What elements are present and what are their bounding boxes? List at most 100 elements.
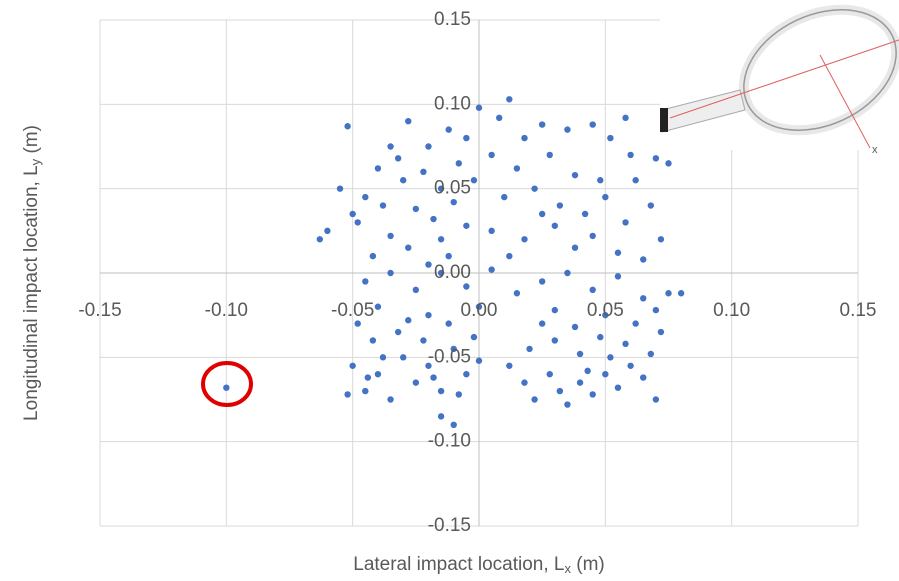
data-point — [652, 155, 660, 162]
data-point — [496, 114, 503, 122]
data-point — [374, 303, 382, 310]
data-point — [455, 391, 462, 398]
data-point — [538, 210, 546, 218]
data-point — [589, 121, 596, 128]
data-point — [430, 374, 437, 381]
data-point — [400, 177, 407, 184]
data-point — [564, 401, 571, 408]
y-tick-label: 0.00 — [434, 262, 471, 283]
data-point — [556, 387, 564, 395]
data-point — [501, 193, 508, 201]
data-point — [652, 396, 660, 403]
labels: -0.15 -0.10 -0.05 0.00 0.05 0.10 0.15 -0.15 -0.1… — [78, 9, 876, 536]
data-point — [571, 171, 579, 179]
data-point — [607, 354, 614, 361]
data-point — [602, 371, 609, 378]
data-point — [488, 266, 495, 273]
data-point — [369, 337, 377, 344]
data-point — [437, 185, 445, 192]
data-point — [488, 227, 495, 235]
data-point — [521, 379, 528, 386]
data-point — [627, 362, 634, 369]
data-point — [445, 126, 452, 133]
data-point — [665, 290, 672, 297]
x-tick-label: -0.05 — [331, 300, 374, 321]
data-point — [430, 215, 437, 223]
data-point — [369, 252, 377, 260]
data-point — [581, 210, 589, 218]
data-point — [412, 286, 420, 294]
data-point — [665, 160, 672, 167]
data-point — [647, 350, 655, 358]
data-point — [640, 374, 647, 381]
data-point — [405, 317, 412, 324]
data-point — [589, 232, 596, 240]
data-point — [324, 227, 331, 235]
data-point — [463, 222, 470, 229]
data-point — [344, 391, 351, 398]
data-point — [362, 278, 369, 285]
data-point — [379, 354, 387, 361]
data-point — [354, 320, 361, 327]
y-tick-label: 0.05 — [434, 178, 471, 199]
data-point — [564, 269, 571, 277]
data-point — [362, 387, 369, 395]
data-point — [420, 168, 427, 175]
data-point — [647, 202, 655, 209]
data-point — [425, 362, 432, 369]
data-point — [584, 367, 591, 375]
x-tick-label: 0.10 — [713, 300, 750, 321]
data-point — [425, 311, 432, 319]
data-point — [400, 354, 407, 361]
data-point — [394, 328, 402, 336]
data-point — [627, 151, 634, 159]
y-axis-title: Longitudinal impact location, Ly (m) — [21, 125, 43, 421]
data-point — [475, 104, 483, 111]
data-point — [602, 193, 609, 201]
data-point — [632, 177, 639, 184]
data-point — [506, 252, 513, 260]
data-point — [387, 396, 394, 403]
y-tick-label: -0.15 — [428, 515, 471, 536]
data-point — [597, 333, 604, 341]
data-point — [437, 236, 445, 243]
x-tick-label: 0.05 — [587, 300, 624, 321]
data-point — [538, 320, 546, 327]
y-title-main: Longitudinal impact location, L — [21, 165, 42, 421]
data-point — [405, 244, 412, 251]
x-title-unit: (m) — [571, 554, 605, 575]
data-point — [463, 134, 470, 142]
data-point — [450, 198, 457, 206]
x-tick-label: 0.00 — [461, 300, 498, 321]
data-point — [657, 328, 665, 336]
data-point — [394, 155, 402, 162]
data-point — [374, 165, 382, 172]
data-point — [445, 252, 452, 260]
data-point — [571, 323, 579, 331]
y-tick-label: 0.15 — [434, 9, 471, 30]
racket-butt — [660, 108, 668, 132]
racket-axis-y — [669, 39, 899, 119]
highlight-circle — [201, 361, 253, 407]
data-point — [531, 396, 538, 403]
data-point — [344, 123, 351, 130]
data-point — [513, 290, 521, 297]
data-point — [445, 320, 452, 327]
data-point — [364, 374, 372, 381]
data-point — [576, 350, 584, 358]
data-point — [349, 362, 356, 369]
data-point — [614, 249, 622, 256]
data-point — [475, 303, 483, 310]
data-point — [531, 185, 538, 192]
data-point — [576, 379, 584, 386]
data-point — [223, 384, 230, 391]
y-tick-label: 0.10 — [434, 93, 471, 114]
data-point — [614, 384, 622, 391]
data-point — [551, 306, 558, 314]
data-point — [354, 219, 361, 226]
data-point — [521, 134, 528, 142]
data-point — [455, 160, 462, 167]
data-point — [556, 202, 564, 209]
